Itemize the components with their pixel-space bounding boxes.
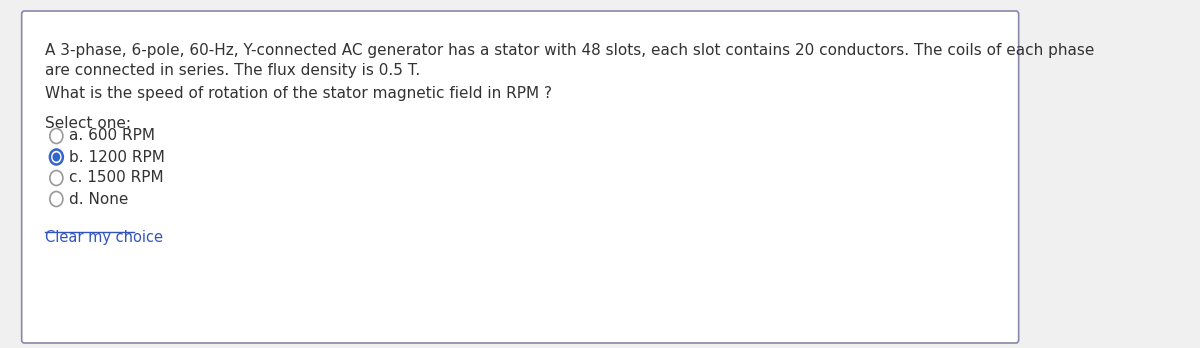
Circle shape: [50, 150, 62, 165]
Circle shape: [50, 128, 62, 143]
Text: Select one:: Select one:: [46, 116, 131, 131]
FancyBboxPatch shape: [22, 11, 1019, 343]
Text: b. 1200 RPM: b. 1200 RPM: [70, 150, 166, 165]
Text: d. None: d. None: [70, 191, 128, 206]
Circle shape: [53, 152, 60, 161]
Text: a. 600 RPM: a. 600 RPM: [70, 128, 155, 143]
Circle shape: [50, 171, 62, 185]
Circle shape: [50, 191, 62, 206]
Text: A 3-phase, 6-pole, 60-Hz, Y-connected AC generator has a stator with 48 slots, e: A 3-phase, 6-pole, 60-Hz, Y-connected AC…: [46, 43, 1094, 58]
Text: Clear my choice: Clear my choice: [46, 230, 163, 245]
Text: What is the speed of rotation of the stator magnetic field in RPM ?: What is the speed of rotation of the sta…: [46, 86, 552, 101]
Text: are connected in series. The flux density is 0.5 T.: are connected in series. The flux densit…: [46, 63, 420, 78]
Text: c. 1500 RPM: c. 1500 RPM: [70, 171, 164, 185]
